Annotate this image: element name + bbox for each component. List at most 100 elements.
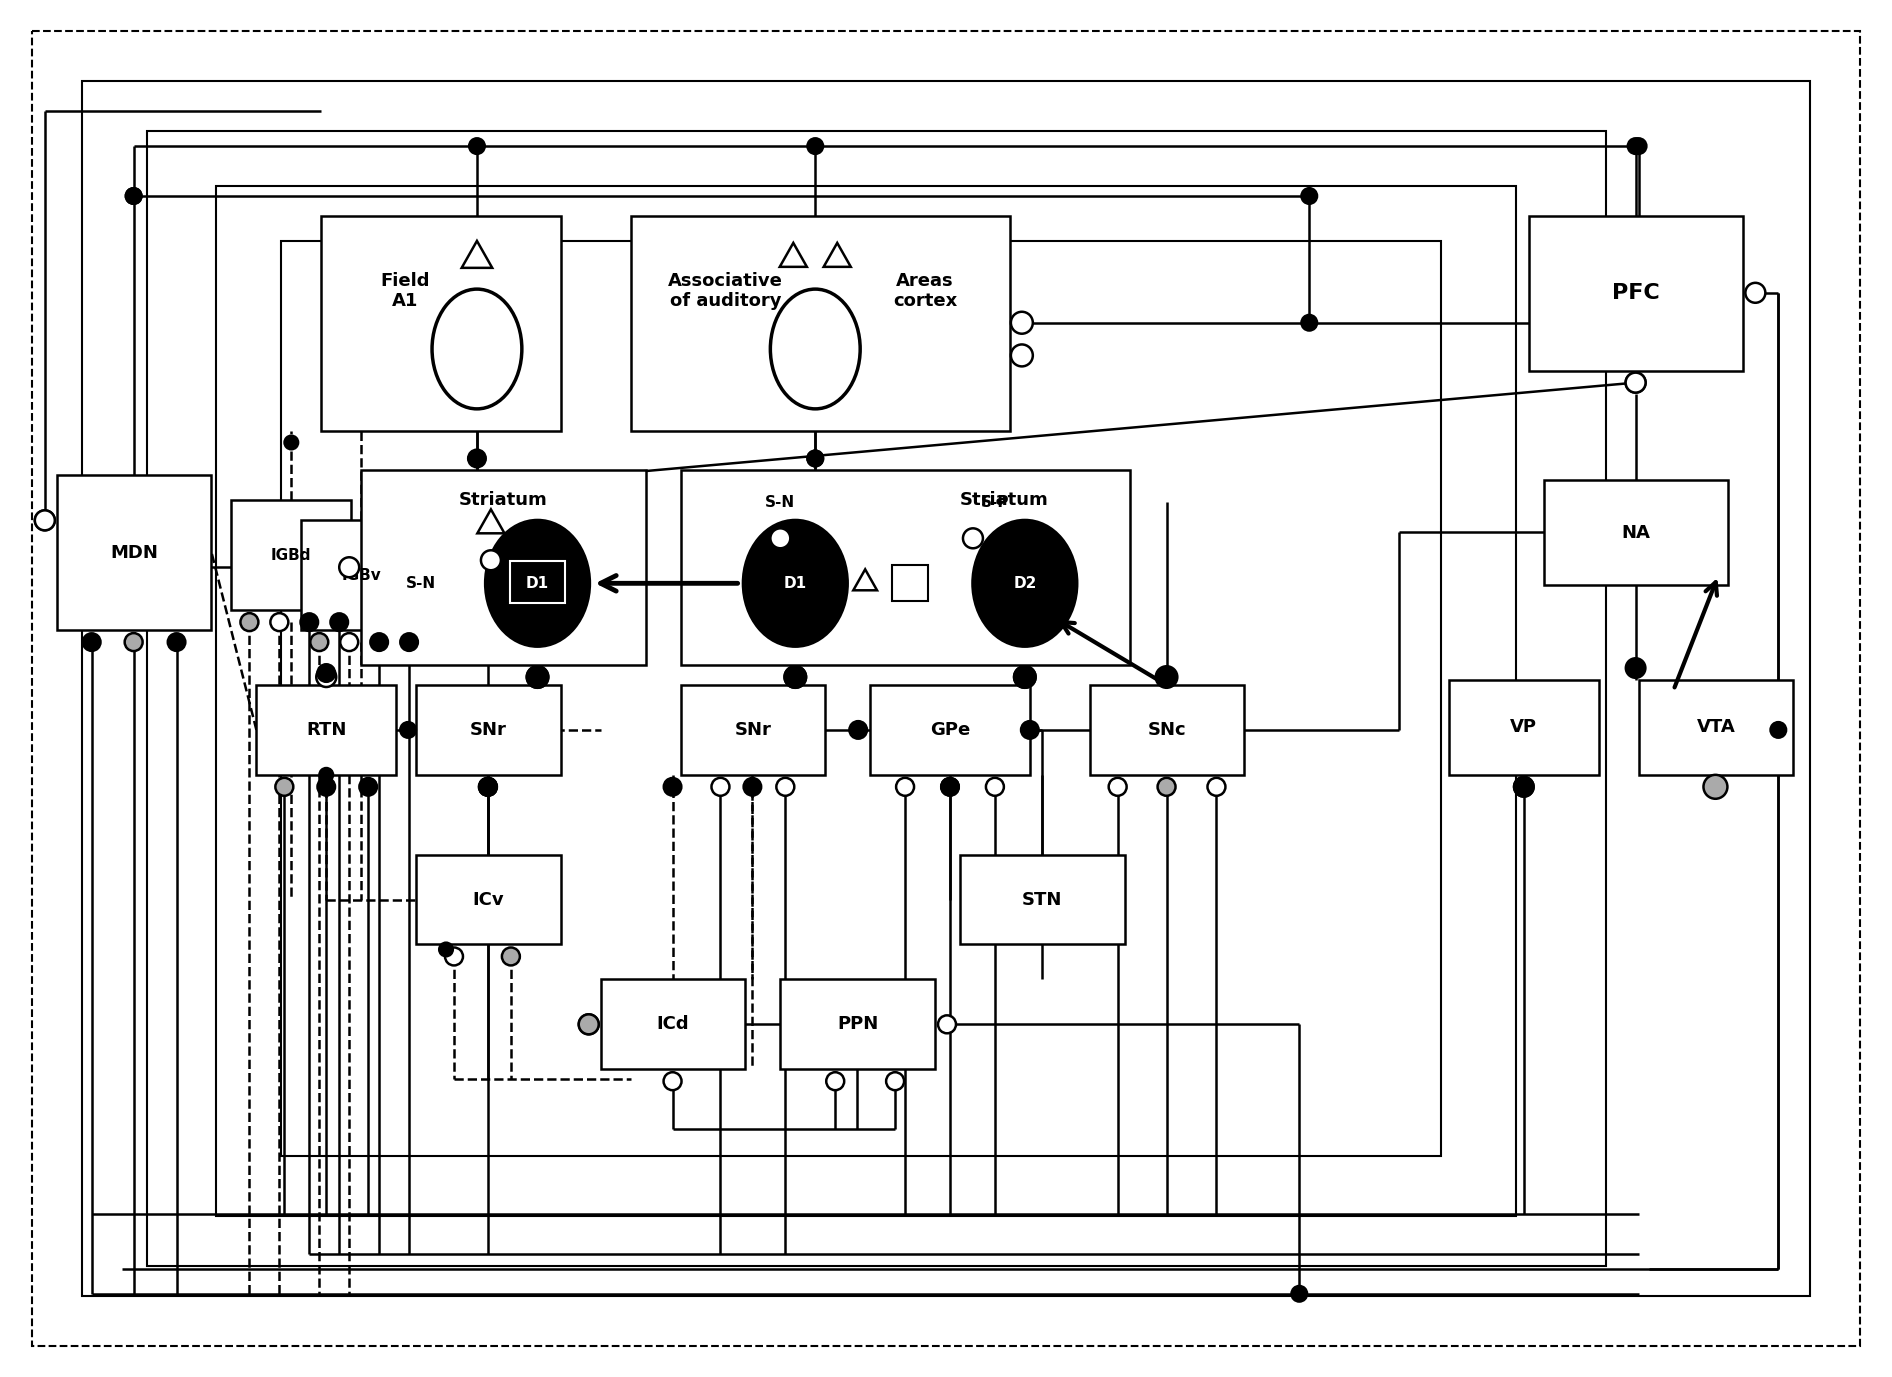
Circle shape	[34, 511, 55, 530]
Circle shape	[1158, 778, 1175, 796]
Text: RTN: RTN	[307, 722, 346, 739]
Circle shape	[938, 1015, 955, 1033]
Bar	[959, 855, 1124, 945]
Text: PPN: PPN	[836, 1015, 878, 1033]
Bar	[146, 131, 1606, 1265]
Circle shape	[940, 778, 959, 796]
Circle shape	[711, 778, 730, 796]
Text: S-P: S-P	[980, 494, 1008, 509]
Bar	[57, 475, 212, 631]
Circle shape	[1302, 315, 1317, 330]
Bar	[681, 684, 825, 775]
Circle shape	[1514, 777, 1534, 797]
Circle shape	[963, 529, 984, 548]
Circle shape	[359, 778, 377, 796]
Circle shape	[664, 778, 681, 796]
Circle shape	[1625, 373, 1646, 392]
Circle shape	[316, 666, 337, 687]
Bar	[1544, 481, 1729, 585]
Bar	[1449, 680, 1599, 775]
Circle shape	[125, 189, 142, 204]
Text: Associative
of auditory: Associative of auditory	[668, 271, 783, 310]
Circle shape	[1010, 311, 1033, 333]
Text: STN: STN	[1022, 891, 1063, 909]
Bar	[301, 521, 422, 631]
Circle shape	[785, 666, 806, 688]
Circle shape	[808, 450, 823, 467]
Circle shape	[1631, 138, 1646, 154]
Circle shape	[371, 633, 388, 651]
Circle shape	[526, 666, 549, 688]
Circle shape	[1746, 282, 1765, 303]
Text: D1: D1	[783, 576, 806, 591]
Bar	[81, 81, 1811, 1296]
Text: SNr: SNr	[469, 722, 507, 739]
Text: ICv: ICv	[473, 891, 505, 909]
Ellipse shape	[972, 521, 1077, 646]
Bar	[322, 216, 560, 431]
Bar	[216, 186, 1515, 1216]
Bar	[416, 684, 560, 775]
Circle shape	[1771, 722, 1786, 738]
Text: NA: NA	[1621, 523, 1650, 541]
Text: VTA: VTA	[1697, 719, 1735, 737]
Text: Striatum: Striatum	[460, 492, 549, 509]
Text: D1: D1	[526, 576, 549, 589]
Text: S-N: S-N	[764, 494, 795, 509]
Circle shape	[399, 633, 418, 651]
Circle shape	[526, 666, 549, 688]
Circle shape	[125, 189, 142, 204]
Text: VP: VP	[1510, 719, 1538, 737]
Bar	[1529, 216, 1743, 370]
Circle shape	[1302, 189, 1317, 204]
Ellipse shape	[744, 521, 848, 646]
Circle shape	[664, 1073, 681, 1091]
Circle shape	[1022, 722, 1039, 739]
Circle shape	[439, 942, 452, 957]
Text: MDN: MDN	[110, 544, 159, 562]
Circle shape	[320, 768, 333, 782]
Circle shape	[479, 778, 498, 796]
Polygon shape	[462, 241, 492, 269]
Circle shape	[467, 449, 486, 467]
Circle shape	[579, 1015, 598, 1034]
Bar	[361, 471, 645, 665]
Circle shape	[125, 633, 142, 651]
Circle shape	[481, 551, 501, 570]
Circle shape	[445, 947, 464, 965]
Text: Field
A1: Field A1	[380, 271, 429, 310]
Text: GPe: GPe	[929, 722, 971, 739]
Circle shape	[1625, 373, 1646, 392]
Circle shape	[276, 778, 293, 796]
Text: Areas
cortex: Areas cortex	[893, 271, 957, 310]
Polygon shape	[853, 569, 878, 591]
Circle shape	[1292, 1286, 1307, 1301]
Text: SNr: SNr	[734, 722, 772, 739]
Circle shape	[284, 435, 299, 449]
Circle shape	[1627, 138, 1644, 154]
Circle shape	[501, 947, 520, 965]
Polygon shape	[477, 509, 505, 533]
Circle shape	[770, 529, 791, 548]
Text: SNc: SNc	[1148, 722, 1186, 739]
Text: PFC: PFC	[1612, 284, 1659, 303]
Text: S-N: S-N	[407, 576, 437, 591]
Circle shape	[1207, 778, 1226, 796]
Polygon shape	[823, 242, 851, 267]
Text: Striatum: Striatum	[959, 492, 1048, 509]
Circle shape	[885, 1073, 904, 1091]
Circle shape	[1014, 666, 1035, 688]
Ellipse shape	[770, 289, 861, 409]
Circle shape	[310, 633, 327, 651]
Ellipse shape	[486, 521, 590, 646]
Bar	[282, 241, 1442, 1157]
Bar	[257, 684, 395, 775]
Circle shape	[1014, 666, 1035, 688]
Bar	[1638, 680, 1794, 775]
Bar	[509, 562, 566, 603]
Circle shape	[986, 778, 1005, 796]
Circle shape	[479, 778, 498, 796]
Circle shape	[808, 450, 823, 467]
Bar	[780, 979, 935, 1069]
Circle shape	[1703, 775, 1727, 799]
